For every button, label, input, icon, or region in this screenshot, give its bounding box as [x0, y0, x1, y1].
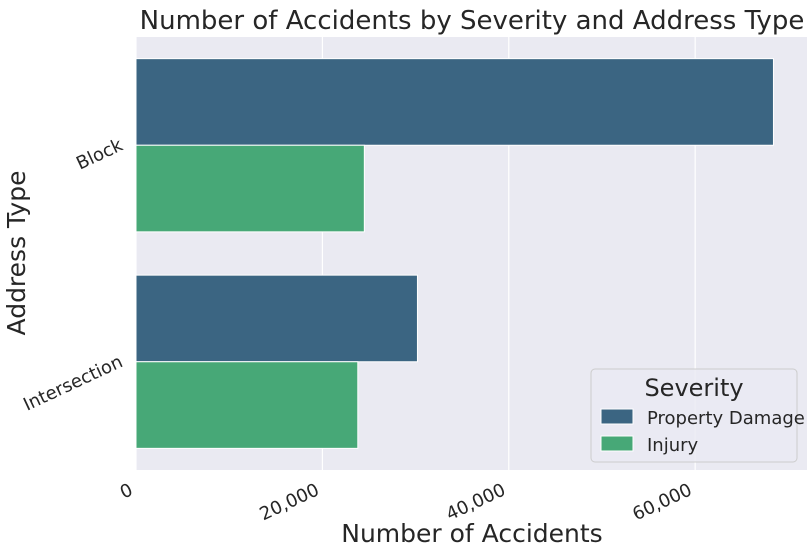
y-tick-label: Block	[73, 135, 127, 175]
x-tick-label: 20,000	[257, 479, 323, 525]
bar-injury-block	[135, 144, 365, 233]
chart-title: Number of Accidents by Severity and Addr…	[140, 6, 805, 36]
x-axis-label: Number of Accidents	[341, 519, 602, 548]
legend-label: Injury	[647, 435, 699, 456]
legend-swatch	[600, 435, 634, 452]
bar-property-damage-block	[135, 58, 774, 146]
bar-injury-intersection	[135, 361, 359, 449]
y-axis-label: Address Type	[2, 171, 31, 336]
legend-label: Property Damage	[647, 408, 805, 429]
legend-box	[590, 368, 798, 463]
legend-title: Severity	[644, 374, 743, 402]
y-tick-labels: Block Intersection	[20, 135, 126, 416]
legend-items: Property Damage Injury	[600, 408, 805, 456]
legend-swatch	[600, 408, 634, 425]
x-tick-label: 60,000	[629, 479, 695, 525]
bar-property-damage-intersection	[135, 274, 418, 363]
bars	[135, 58, 774, 449]
legend: Severity Property Damage Injury	[590, 368, 805, 463]
x-tick-label: 0	[117, 479, 136, 503]
y-tick-label: Intersection	[20, 351, 126, 415]
